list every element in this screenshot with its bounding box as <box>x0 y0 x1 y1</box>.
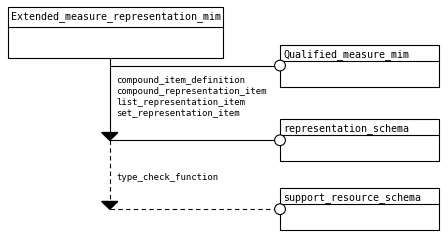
Ellipse shape <box>275 204 285 214</box>
Polygon shape <box>102 201 118 209</box>
Text: set_representation_item: set_representation_item <box>116 109 240 118</box>
Text: support_resource_schema: support_resource_schema <box>283 192 421 203</box>
Text: Qualified_measure_mim: Qualified_measure_mim <box>283 49 409 60</box>
Text: representation_schema: representation_schema <box>283 123 409 134</box>
Text: compound_representation_item: compound_representation_item <box>116 87 267 96</box>
Text: type_check_function: type_check_function <box>116 173 219 182</box>
Text: compound_item_definition: compound_item_definition <box>116 76 246 85</box>
Ellipse shape <box>275 60 285 71</box>
Text: list_representation_item: list_representation_item <box>116 98 246 107</box>
Bar <box>280 45 439 87</box>
Polygon shape <box>102 133 118 140</box>
Bar <box>8 7 223 58</box>
Bar <box>280 188 439 230</box>
Ellipse shape <box>275 135 285 146</box>
Text: Extended_measure_representation_mim: Extended_measure_representation_mim <box>11 11 221 22</box>
Bar <box>280 119 439 161</box>
